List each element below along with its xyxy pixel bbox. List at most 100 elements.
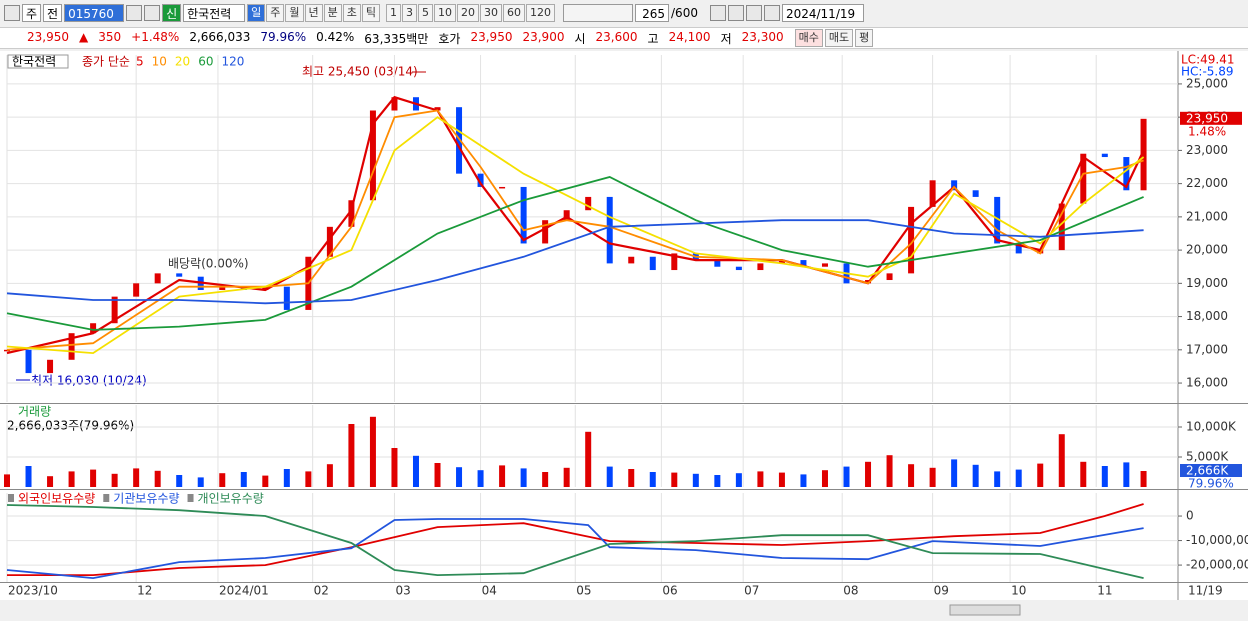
x-tick-label: 09 [934, 584, 949, 598]
volume-bar [262, 475, 269, 487]
quote-item: 23,950 [470, 29, 513, 44]
period-button[interactable]: 년 [304, 4, 323, 22]
volume-bar [456, 467, 463, 487]
search-icon[interactable] [126, 5, 143, 21]
indicator: LC:49.41 [1181, 53, 1234, 67]
sound-icon[interactable] [144, 5, 161, 21]
credit-badge: 신 [162, 4, 182, 22]
icon[interactable] [4, 5, 20, 21]
legend-subtitle: 종가 단순 [82, 55, 130, 69]
interval-button[interactable]: 30 [480, 4, 503, 22]
indicator: HC:-5.89 [1181, 65, 1234, 79]
interval-button[interactable]: 3 [402, 4, 418, 22]
volume-bar [520, 468, 527, 487]
candle [90, 323, 97, 334]
x-tick-label: 03 [395, 584, 410, 598]
volume-bar [1037, 463, 1044, 487]
volume-bar [283, 469, 290, 487]
interval-button[interactable]: 1 [386, 4, 402, 22]
legend-marker [103, 494, 110, 502]
volume-bar [391, 448, 398, 487]
series-line [6, 518, 1144, 580]
volume-bar [778, 472, 785, 487]
tool-icon[interactable] [709, 5, 726, 21]
candle [434, 107, 441, 111]
period-button[interactable]: 분 [323, 4, 342, 22]
volume-bar [348, 424, 355, 487]
settings-icon[interactable] [763, 5, 780, 21]
y-tick-label: 17,000 [1186, 342, 1228, 356]
tool-icon[interactable] [727, 5, 744, 21]
volume-bar [4, 474, 10, 487]
volume-bar [606, 466, 613, 487]
volume-bar [1080, 461, 1087, 487]
last-volume-label: 2,666K [1186, 464, 1229, 478]
period-button[interactable]: 초 [342, 4, 361, 22]
volume-bar [1140, 471, 1147, 487]
period-button[interactable]: 월 [285, 4, 304, 22]
volume-bar [240, 472, 247, 487]
order-buttons: 매수 매도 평 [794, 29, 874, 47]
volume-bar [412, 455, 419, 487]
candle [671, 253, 678, 271]
volume-bar [68, 471, 75, 487]
candle [25, 349, 32, 374]
candle [262, 286, 269, 290]
last-change-label: 1.48% [1188, 124, 1226, 138]
interval-button[interactable]: 5 [418, 4, 434, 22]
count-input[interactable]: 265 [635, 4, 670, 22]
volume-bar [477, 470, 484, 487]
volume-bar [649, 472, 656, 487]
order-button[interactable]: 매수 [794, 29, 823, 47]
volume-bar [714, 475, 721, 487]
legend-title: 한국전력 [12, 55, 56, 69]
candle [972, 190, 979, 197]
x-tick-label: 07 [744, 584, 759, 598]
interval-button[interactable]: 60 [503, 4, 526, 22]
legend-entry: 20 [175, 55, 190, 69]
volume-bar [821, 470, 828, 487]
save-icon[interactable] [745, 5, 762, 21]
candle [1015, 243, 1022, 254]
order-button[interactable]: 평 [855, 29, 874, 47]
legend-entry: 5 [136, 55, 144, 69]
candle [951, 180, 958, 191]
quote-item: 저 [720, 31, 732, 46]
quote-item: 고 [647, 31, 659, 46]
interval-button[interactable]: 10 [434, 4, 457, 22]
volume-bar [133, 468, 140, 487]
volume-bar [154, 470, 161, 487]
series-line [6, 109, 1144, 351]
zoom-slider[interactable] [949, 604, 1021, 616]
y-tick-label: 0 [1186, 509, 1194, 523]
legend-box [7, 54, 69, 69]
period-button[interactable]: 주 [266, 4, 285, 22]
period-button[interactable]: 일 [247, 4, 266, 22]
kind-select[interactable]: 전 [43, 4, 63, 22]
candle [908, 206, 915, 274]
period-button[interactable]: 틱 [361, 4, 381, 22]
interval-button[interactable]: 120 [526, 4, 556, 22]
scrollbar[interactable] [0, 600, 1248, 621]
candle [542, 220, 549, 244]
candle [111, 296, 118, 324]
candle [283, 286, 290, 310]
quote-item: 0.42% [316, 29, 355, 44]
legend-entry: 기관보유수량 [113, 492, 179, 506]
legend-marker [8, 494, 14, 502]
volume-bar [90, 469, 97, 487]
candle [219, 286, 226, 290]
interval-button[interactable]: 20 [457, 4, 480, 22]
y-tick-label: 20,000 [1186, 243, 1228, 257]
market-select[interactable]: 주 [22, 4, 42, 22]
code-input[interactable]: 015760 [64, 4, 125, 22]
annotation: 배당락(0.00%) [168, 257, 249, 271]
date-input[interactable]: 2024/11/19 [781, 4, 864, 22]
quote-item: 2,666,033 [189, 29, 251, 44]
order-button[interactable]: 매도 [824, 29, 854, 47]
candle [886, 273, 893, 281]
volume-bar [369, 416, 376, 487]
quote-item: 23,900 [522, 29, 565, 44]
blank-select[interactable] [563, 4, 634, 22]
